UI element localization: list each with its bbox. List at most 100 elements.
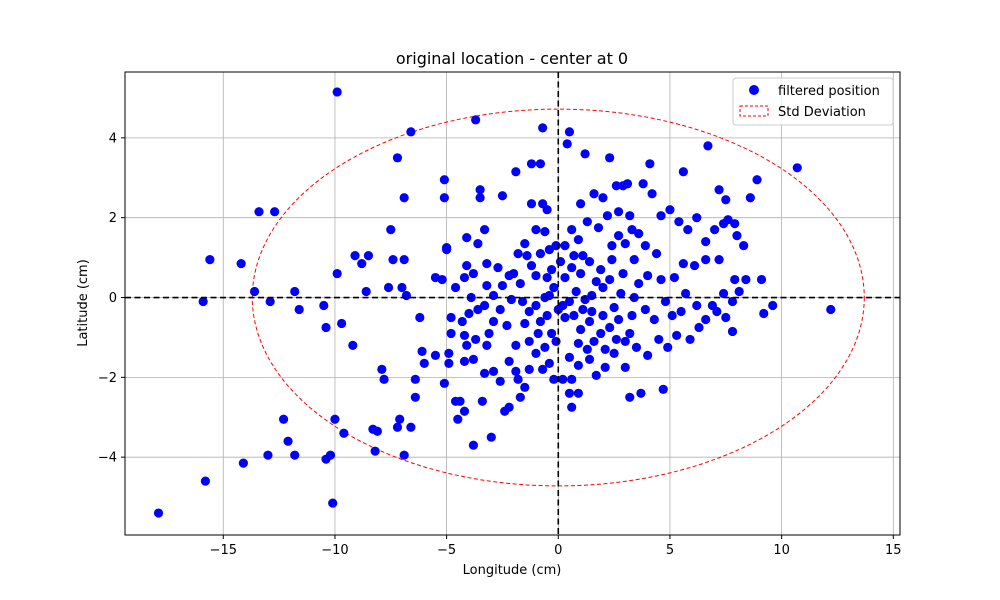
scatter-point [759, 308, 769, 319]
scatter-point [618, 268, 628, 279]
scatter-point [674, 217, 684, 227]
scatter-point [600, 344, 610, 355]
scatter-point [598, 193, 608, 203]
scatter-point [475, 193, 485, 203]
legend-marker-std-deviation [739, 105, 769, 117]
scatter-point [582, 344, 592, 355]
scatter-point [703, 141, 713, 151]
scatter-point [551, 241, 561, 251]
scatter-point [462, 340, 472, 351]
scatter-point [520, 239, 530, 249]
scatter-point [560, 312, 570, 323]
scatter-point [471, 334, 481, 345]
scatter-point [567, 225, 577, 235]
scatter-point [517, 296, 528, 307]
scatter-point [290, 450, 300, 460]
scatter-point [721, 195, 731, 205]
scatter-point [564, 296, 575, 307]
scatter-point [734, 286, 744, 297]
scatter-point [479, 300, 490, 311]
scatter-point [553, 304, 563, 315]
scatter-point [564, 352, 575, 362]
scatter-point [573, 388, 583, 398]
scatter-point [477, 396, 487, 406]
scatter-point [542, 310, 552, 321]
scatter-point [410, 374, 420, 384]
scatter-point [678, 167, 688, 177]
scatter-point [584, 354, 595, 364]
scatter-point [609, 302, 619, 313]
scatter-point [555, 256, 566, 267]
scatter-point [379, 374, 389, 384]
scatter-point [571, 286, 581, 297]
scatter-point [419, 358, 429, 368]
scatter-point [462, 233, 472, 243]
scatter-point [370, 446, 380, 456]
scatter-point [613, 314, 624, 325]
scatter-point [526, 260, 537, 271]
scatter-point [513, 374, 523, 384]
scatter-point [680, 288, 691, 299]
scatter-point [482, 258, 492, 269]
scatter-point [531, 300, 541, 311]
scatter-point [694, 322, 704, 333]
scatter-point [526, 199, 537, 209]
scatter-point [153, 508, 164, 518]
scatter-point [667, 310, 677, 321]
scatter-point [522, 251, 532, 261]
x-tick-label: −15 [210, 543, 237, 558]
scatter-point [459, 272, 470, 283]
scatter-point [290, 286, 300, 297]
scatter-point [401, 290, 412, 301]
scatter-point [270, 207, 280, 217]
scatter-point [377, 364, 387, 374]
scatter-point [636, 388, 646, 398]
scatter-point [205, 254, 215, 265]
scatter-point [482, 280, 492, 291]
scatter-point [578, 251, 588, 261]
scatter-point [500, 406, 510, 416]
scatter-point [564, 388, 575, 398]
scatter-point [562, 139, 572, 149]
scatter-point [685, 334, 695, 345]
scatter-point [535, 249, 546, 259]
scatter-point [631, 342, 642, 353]
y-tick-label: 2 [109, 211, 117, 226]
scatter-point [638, 179, 648, 189]
scatter-point [730, 274, 740, 285]
scatter-point [701, 254, 711, 265]
scatter-point [540, 227, 550, 237]
x-tick-label: −5 [437, 543, 456, 558]
scatter-point [625, 211, 635, 221]
scatter-point [439, 175, 449, 185]
scatter-point [620, 239, 630, 249]
scatter-point [676, 306, 686, 317]
y-tick-label: 0 [109, 291, 117, 306]
scatter-point [283, 436, 293, 446]
scatter-point [576, 324, 586, 335]
scatter-point [368, 424, 378, 434]
scatter-point [457, 316, 467, 327]
scatter-point [468, 440, 479, 450]
scatter-point [573, 235, 583, 245]
legend: filtered position Std Deviation [732, 77, 894, 126]
scatter-point [538, 123, 548, 133]
scatter-point [611, 181, 621, 191]
scatter-point [542, 272, 552, 283]
scatter-point [511, 167, 521, 177]
scatter-point [567, 374, 577, 384]
scatter-point [542, 205, 552, 215]
scatter-point [640, 304, 650, 315]
scatter-point [721, 312, 731, 323]
scatter-point [473, 239, 483, 249]
scatter-point [741, 274, 751, 285]
scatter-point [573, 338, 583, 349]
scatter-point [337, 318, 347, 329]
scatter-point [410, 392, 420, 402]
scatter-point [459, 406, 470, 416]
scatter-point [627, 225, 637, 235]
scatter-point [325, 450, 336, 460]
scatter-point [348, 340, 358, 351]
scatter-point [645, 159, 655, 169]
